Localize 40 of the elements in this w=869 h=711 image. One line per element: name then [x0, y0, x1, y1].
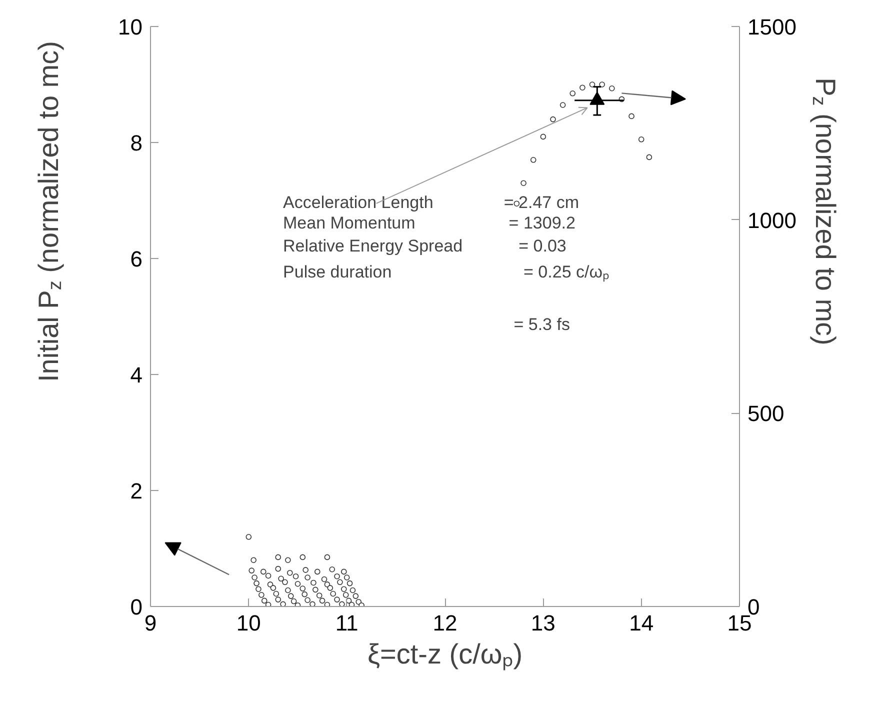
- y2-axis-title: Pz (normalized to mc): [808, 78, 841, 346]
- y2-tick-label: 1000: [748, 208, 796, 233]
- point: [550, 116, 556, 122]
- point: [570, 90, 576, 96]
- point: [599, 82, 605, 88]
- annotation: = 0.25 c/ωₚ: [524, 262, 610, 283]
- annotation: = 1309.2: [508, 213, 576, 232]
- y-tick-label: 0: [130, 594, 143, 620]
- point: [560, 102, 566, 108]
- annotation: Relative Energy Spread: [283, 236, 463, 256]
- y-tick-label: 10: [118, 14, 143, 40]
- x-tick-label: 9: [144, 610, 157, 636]
- point: [646, 154, 652, 160]
- point: [638, 136, 644, 142]
- x-tick-label: 11: [335, 610, 358, 636]
- x-axis-title: ξ=ct-z (c/ωₚ): [367, 638, 523, 670]
- point: [608, 85, 615, 92]
- y2-tick-label: 500: [748, 401, 784, 426]
- annotation: Mean Momentum: [283, 213, 416, 232]
- y-tick-label: 2: [130, 478, 143, 504]
- annotation: = 5.3 fs: [514, 314, 570, 334]
- x-tick-label: 12: [432, 610, 458, 636]
- y2-tick-label: 1500: [748, 14, 796, 40]
- y-tick-label: 6: [130, 246, 143, 272]
- point: [520, 180, 526, 186]
- x-tick-label: 13: [530, 610, 556, 636]
- point: [540, 134, 546, 140]
- y-axis-title: Initial Pz (normalized to mc): [33, 41, 66, 382]
- point: [589, 82, 596, 88]
- y-tick-label: 4: [130, 362, 143, 388]
- x-tick-label: 14: [629, 610, 654, 636]
- point: [628, 113, 634, 120]
- y-tick-label: 8: [130, 130, 143, 156]
- annotation: = 0.03: [518, 236, 566, 256]
- point: [530, 157, 536, 163]
- annotation: = 2.47 cm: [504, 193, 580, 212]
- annotation: Pulse duration: [283, 262, 392, 282]
- x-tick-label: 10: [236, 610, 261, 636]
- point: [580, 84, 586, 90]
- annotation: Acceleration Length: [283, 193, 434, 212]
